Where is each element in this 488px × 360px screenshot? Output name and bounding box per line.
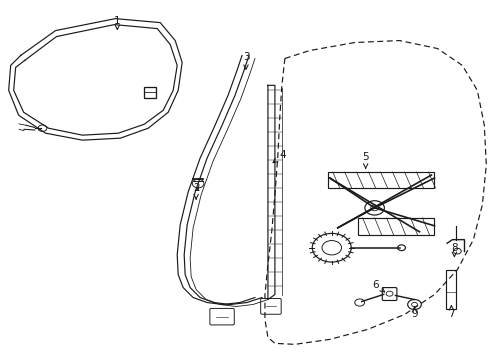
Text: 7: 7 xyxy=(447,306,454,319)
Circle shape xyxy=(452,248,460,254)
Text: 5: 5 xyxy=(362,152,368,168)
Text: 9: 9 xyxy=(410,307,417,319)
Bar xyxy=(144,87,156,98)
FancyBboxPatch shape xyxy=(260,298,281,314)
FancyBboxPatch shape xyxy=(209,309,234,325)
Text: 4: 4 xyxy=(272,150,285,163)
Circle shape xyxy=(354,299,364,306)
Circle shape xyxy=(312,233,350,262)
Circle shape xyxy=(407,300,421,310)
Text: 6: 6 xyxy=(371,280,384,292)
Text: 8: 8 xyxy=(450,243,457,257)
Bar xyxy=(357,218,433,235)
Text: 3: 3 xyxy=(242,53,249,69)
Bar xyxy=(445,270,455,310)
FancyBboxPatch shape xyxy=(382,288,396,301)
Text: 1: 1 xyxy=(114,15,121,30)
Circle shape xyxy=(364,201,384,215)
Circle shape xyxy=(38,125,47,131)
Bar xyxy=(327,172,433,188)
Text: 2: 2 xyxy=(192,183,199,199)
Circle shape xyxy=(397,245,405,251)
